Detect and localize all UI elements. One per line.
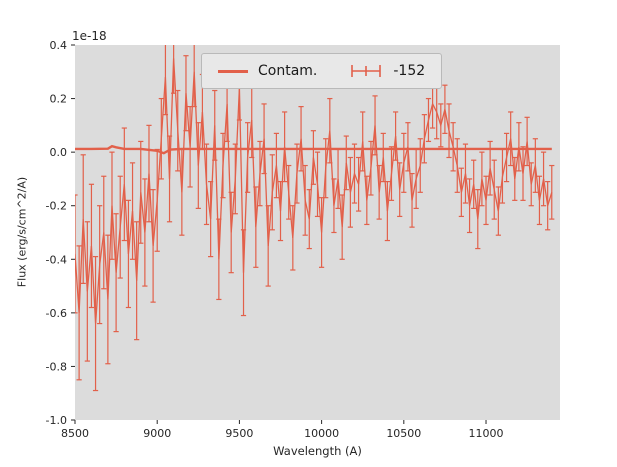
y-tick-label: -0.2 (46, 200, 67, 213)
legend-label-152: -152 (393, 63, 426, 79)
legend-item-contam: Contam. (218, 64, 317, 78)
x-tick-label: 10500 (386, 427, 421, 440)
x-tick-label: 10000 (304, 427, 339, 440)
legend-label-contam: Contam. (258, 63, 318, 79)
y-tick-label: -0.4 (46, 253, 67, 266)
legend: Contam. -152 (201, 53, 443, 89)
series-group (75, 45, 555, 392)
x-axis-label: Wavelength (A) (273, 444, 362, 458)
y-tick-label: -0.6 (46, 307, 67, 320)
y-tick-label: -0.8 (46, 360, 67, 373)
legend-item-152: -152 (349, 63, 425, 79)
flux-line (75, 58, 553, 324)
x-tick-label: 8500 (61, 427, 89, 440)
y-tick-label: 0.4 (50, 39, 68, 52)
y-tick-label: 0.2 (50, 93, 68, 106)
plot-background (75, 45, 560, 420)
y-axis-label: Flux (erg/s/cm^2/A) (15, 176, 29, 288)
y-tick-label: 0.0 (50, 146, 68, 159)
y-tick-label: -1.0 (46, 414, 67, 427)
x-tick-label: 11000 (469, 427, 504, 440)
contam-line-swatch (218, 69, 248, 73)
errorbar-swatch-icon (351, 65, 382, 77)
x-tick-label: 9000 (143, 427, 171, 440)
x-tick-label: 9500 (225, 427, 253, 440)
y-axis-offset-label: 1e-18 (72, 29, 107, 43)
